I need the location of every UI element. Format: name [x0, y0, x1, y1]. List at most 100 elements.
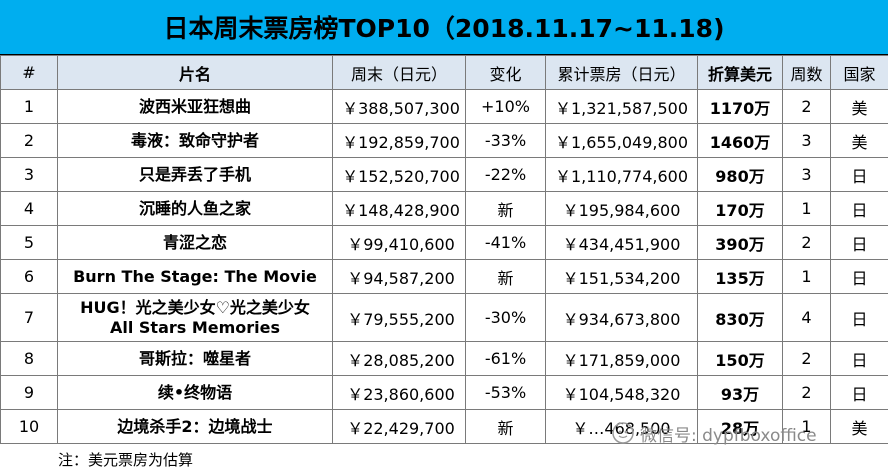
- weekend-gross-cell: ￥79,555,200: [332, 293, 466, 342]
- usd-cell: 135万: [697, 259, 783, 294]
- rank-cell: 5: [0, 225, 58, 260]
- country-cell: 日: [830, 341, 888, 376]
- country-cell: 日: [830, 293, 888, 342]
- change-cell: -33%: [465, 123, 546, 158]
- header-rank: #: [0, 55, 58, 90]
- film-name-cell: 沉睡的人鱼之家: [57, 191, 333, 226]
- weeks-cell: 3: [782, 123, 831, 158]
- table-header-row: # 片名 周末（日元） 变化 累计票房（日元） 折算美元 周数 国家: [0, 55, 888, 90]
- country-cell: 美: [830, 89, 888, 124]
- rank-cell: 4: [0, 191, 58, 226]
- header-name: 片名: [57, 55, 333, 90]
- country-cell: 日: [830, 375, 888, 410]
- weekend-gross-cell: ￥192,859,700: [332, 123, 466, 158]
- film-name-cell: 哥斯拉：噬星者: [57, 341, 333, 376]
- table-row: 1 波西米亚狂想曲 ￥388,507,300 +10% ￥1,321,587,5…: [0, 89, 888, 124]
- rank-cell: 10: [0, 409, 58, 444]
- wechat-icon: [612, 422, 634, 444]
- table-row: 8 哥斯拉：噬星者 ￥28,085,200 -61% ￥171,859,000 …: [0, 341, 888, 376]
- rank-cell: 2: [0, 123, 58, 158]
- usd-cell: 1460万: [697, 123, 783, 158]
- film-name-line-2: All Stars Memories: [109, 317, 281, 337]
- usd-cell: 390万: [697, 225, 783, 260]
- total-gross-cell: ￥1,655,049,800: [545, 123, 698, 158]
- total-gross-cell: ￥934,673,800: [545, 293, 698, 342]
- table-row: 6 Burn The Stage: The Movie ￥94,587,200 …: [0, 259, 888, 294]
- weekend-gross-cell: ￥94,587,200: [332, 259, 466, 294]
- watermark-text: 微信号: dypfboxoffice: [640, 425, 817, 446]
- rank-cell: 6: [0, 259, 58, 294]
- film-name-cell: 续•终物语: [57, 375, 333, 410]
- weeks-cell: 2: [782, 225, 831, 260]
- total-gross-cell: ￥1,110,774,600: [545, 157, 698, 192]
- country-cell: 日: [830, 225, 888, 260]
- rank-cell: 9: [0, 375, 58, 410]
- country-cell: 日: [830, 191, 888, 226]
- total-gross-cell: ￥151,534,200: [545, 259, 698, 294]
- total-gross-cell: ￥195,984,600: [545, 191, 698, 226]
- usd-cell: 1170万: [697, 89, 783, 124]
- rank-cell: 1: [0, 89, 58, 124]
- usd-cell: 830万: [697, 293, 783, 342]
- total-gross-cell: ￥171,859,000: [545, 341, 698, 376]
- weekend-gross-cell: ￥148,428,900: [332, 191, 466, 226]
- table-row: 5 青涩之恋 ￥99,410,600 -41% ￥434,451,900 390…: [0, 225, 888, 260]
- header-usd: 折算美元: [697, 55, 783, 90]
- film-name-cell: 青涩之恋: [57, 225, 333, 260]
- weekend-gross-cell: ￥28,085,200: [332, 341, 466, 376]
- change-cell: 新: [465, 409, 546, 444]
- table-row: 4 沉睡的人鱼之家 ￥148,428,900 新 ￥195,984,600 17…: [0, 191, 888, 226]
- table-row: 2 毒液：致命守护者 ￥192,859,700 -33% ￥1,655,049,…: [0, 123, 888, 158]
- box-office-table: # 片名 周末（日元） 变化 累计票房（日元） 折算美元 周数 国家 1 波西米…: [0, 55, 888, 444]
- rank-cell: 3: [0, 157, 58, 192]
- usd-cell: 93万: [697, 375, 783, 410]
- table-row: 10 边境杀手2：边境战士 ￥22,429,700 新 ￥…468,500 28…: [0, 409, 888, 444]
- total-gross-cell: ￥1,321,587,500: [545, 89, 698, 124]
- usd-cell: 170万: [697, 191, 783, 226]
- weeks-cell: 3: [782, 157, 831, 192]
- rank-cell: 7: [0, 293, 58, 342]
- weekend-gross-cell: ￥388,507,300: [332, 89, 466, 124]
- weeks-cell: 2: [782, 341, 831, 376]
- film-name-line-1: HUG！光之美少女♡光之美少女: [80, 297, 310, 317]
- film-name-cell: 毒液：致命守护者: [57, 123, 333, 158]
- weekend-gross-cell: ￥22,429,700: [332, 409, 466, 444]
- header-change: 变化: [465, 55, 546, 90]
- change-cell: 新: [465, 191, 546, 226]
- header-weeks: 周数: [782, 55, 831, 90]
- change-cell: +10%: [465, 89, 546, 124]
- film-name-cell: Burn The Stage: The Movie: [57, 259, 333, 294]
- film-name-cell: 波西米亚狂想曲: [57, 89, 333, 124]
- page-title: 日本周末票房榜TOP10（2018.11.17~11.18): [0, 0, 888, 55]
- change-cell: -61%: [465, 341, 546, 376]
- country-cell: 美: [830, 409, 888, 444]
- weekend-gross-cell: ￥23,860,600: [332, 375, 466, 410]
- usd-cell: 980万: [697, 157, 783, 192]
- total-gross-cell: ￥434,451,900: [545, 225, 698, 260]
- table-row: 7 HUG！光之美少女♡光之美少女 All Stars Memories ￥79…: [0, 293, 888, 342]
- usd-cell: 150万: [697, 341, 783, 376]
- watermark: 微信号: dypfboxoffice: [612, 420, 882, 446]
- header-country: 国家: [830, 55, 888, 90]
- weeks-cell: 2: [782, 89, 831, 124]
- weeks-cell: 1: [782, 259, 831, 294]
- total-gross-cell: ￥104,548,320: [545, 375, 698, 410]
- weeks-cell: 1: [782, 191, 831, 226]
- footer: 注：美元票房为估算: [0, 441, 888, 474]
- table-row: 9 续•终物语 ￥23,860,600 -53% ￥104,548,320 93…: [0, 375, 888, 410]
- weeks-cell: 2: [782, 375, 831, 410]
- weeks-cell: 4: [782, 293, 831, 342]
- change-cell: 新: [465, 259, 546, 294]
- weekend-gross-cell: ￥152,520,700: [332, 157, 466, 192]
- country-cell: 日: [830, 259, 888, 294]
- film-name-cell: 只是弄丢了手机: [57, 157, 333, 192]
- film-name-cell: HUG！光之美少女♡光之美少女 All Stars Memories: [57, 293, 333, 342]
- footnote: 注：美元票房为估算: [58, 451, 194, 469]
- film-name-cell: 边境杀手2：边境战士: [57, 409, 333, 444]
- country-cell: 日: [830, 157, 888, 192]
- change-cell: -30%: [465, 293, 546, 342]
- rank-cell: 8: [0, 341, 58, 376]
- change-cell: -53%: [465, 375, 546, 410]
- country-cell: 美: [830, 123, 888, 158]
